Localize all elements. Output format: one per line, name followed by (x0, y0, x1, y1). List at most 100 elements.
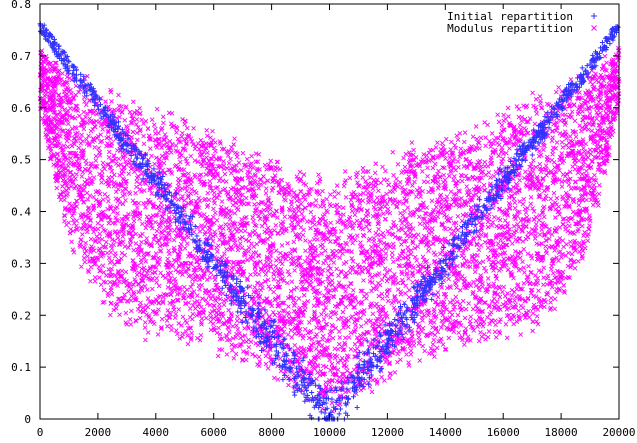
modulus-point (73, 103, 79, 109)
modulus-point (541, 282, 546, 287)
modulus-point (506, 305, 511, 311)
modulus-point (123, 310, 129, 316)
modulus-point (119, 268, 125, 274)
modulus-point (188, 181, 194, 187)
modulus-point (120, 201, 126, 207)
modulus-point (570, 215, 575, 221)
modulus-point (380, 211, 386, 216)
modulus-point (319, 311, 324, 317)
modulus-point (569, 251, 575, 257)
modulus-point (376, 304, 381, 309)
modulus-point (410, 226, 416, 232)
modulus-point (501, 284, 506, 290)
modulus-point (315, 340, 321, 345)
modulus-point (453, 202, 459, 208)
modulus-point (212, 307, 217, 313)
modulus-point (558, 118, 563, 123)
modulus-point (197, 177, 202, 182)
modulus-point (474, 277, 480, 283)
modulus-point (142, 325, 148, 330)
modulus-point (350, 288, 356, 293)
modulus-point (139, 117, 145, 123)
modulus-point (286, 304, 291, 309)
modulus-point (269, 188, 275, 193)
modulus-point (282, 196, 287, 202)
modulus-point (374, 286, 379, 292)
modulus-point (292, 268, 297, 273)
modulus-point (168, 150, 174, 155)
modulus-point (197, 337, 203, 343)
modulus-point (424, 292, 430, 297)
modulus-point (72, 220, 77, 226)
modulus-point (442, 181, 448, 187)
modulus-point (414, 258, 420, 263)
modulus-point (228, 156, 233, 162)
modulus-point (327, 332, 333, 338)
modulus-point (476, 140, 482, 146)
modulus-point (176, 307, 182, 312)
modulus-point (396, 256, 402, 261)
modulus-point (541, 188, 547, 194)
modulus-point (335, 316, 341, 322)
modulus-point (378, 180, 383, 186)
modulus-point (129, 308, 134, 314)
modulus-point (323, 312, 329, 318)
modulus-point (203, 196, 208, 202)
modulus-point (432, 161, 438, 167)
modulus-point (468, 314, 474, 320)
modulus-point (215, 353, 221, 359)
modulus-point (534, 313, 540, 319)
modulus-point (433, 145, 439, 150)
modulus-point (282, 214, 288, 220)
modulus-point (340, 205, 346, 211)
modulus-point (147, 146, 153, 151)
modulus-point (74, 125, 79, 131)
modulus-point (406, 360, 411, 365)
modulus-point (311, 355, 317, 361)
modulus-point (245, 257, 250, 263)
modulus-point (59, 105, 65, 110)
modulus-point (252, 202, 257, 207)
modulus-point (517, 199, 523, 204)
modulus-point (345, 324, 351, 330)
modulus-point (234, 318, 240, 324)
modulus-point (528, 201, 534, 207)
modulus-point (254, 241, 260, 247)
modulus-point (134, 179, 140, 185)
modulus-point (563, 136, 569, 141)
modulus-point (581, 162, 586, 168)
modulus-point (482, 159, 488, 165)
modulus-point (87, 116, 93, 121)
modulus-point (149, 117, 155, 123)
modulus-point (302, 327, 308, 332)
modulus-point (524, 119, 529, 125)
modulus-point (175, 331, 180, 337)
modulus-point (180, 130, 185, 136)
modulus-point (139, 171, 144, 177)
modulus-point (184, 125, 190, 131)
modulus-point (243, 195, 249, 201)
modulus-point (539, 227, 545, 232)
modulus-point (226, 329, 232, 335)
modulus-point (123, 269, 129, 275)
modulus-point (343, 304, 349, 310)
modulus-point (446, 335, 452, 341)
modulus-point (103, 99, 108, 104)
modulus-point (449, 139, 454, 145)
modulus-point (218, 204, 224, 210)
modulus-point (116, 92, 121, 98)
modulus-point (533, 96, 539, 102)
modulus-point (212, 303, 217, 309)
modulus-point (501, 118, 507, 124)
modulus-point (141, 255, 147, 261)
modulus-point (65, 144, 71, 150)
modulus-point (253, 340, 259, 346)
modulus-point (401, 155, 406, 161)
modulus-point (165, 323, 170, 329)
modulus-point (99, 236, 105, 242)
modulus-point (385, 206, 391, 212)
modulus-point (85, 197, 91, 202)
modulus-point (289, 335, 295, 340)
modulus-point (208, 270, 214, 276)
modulus-point (512, 298, 517, 303)
